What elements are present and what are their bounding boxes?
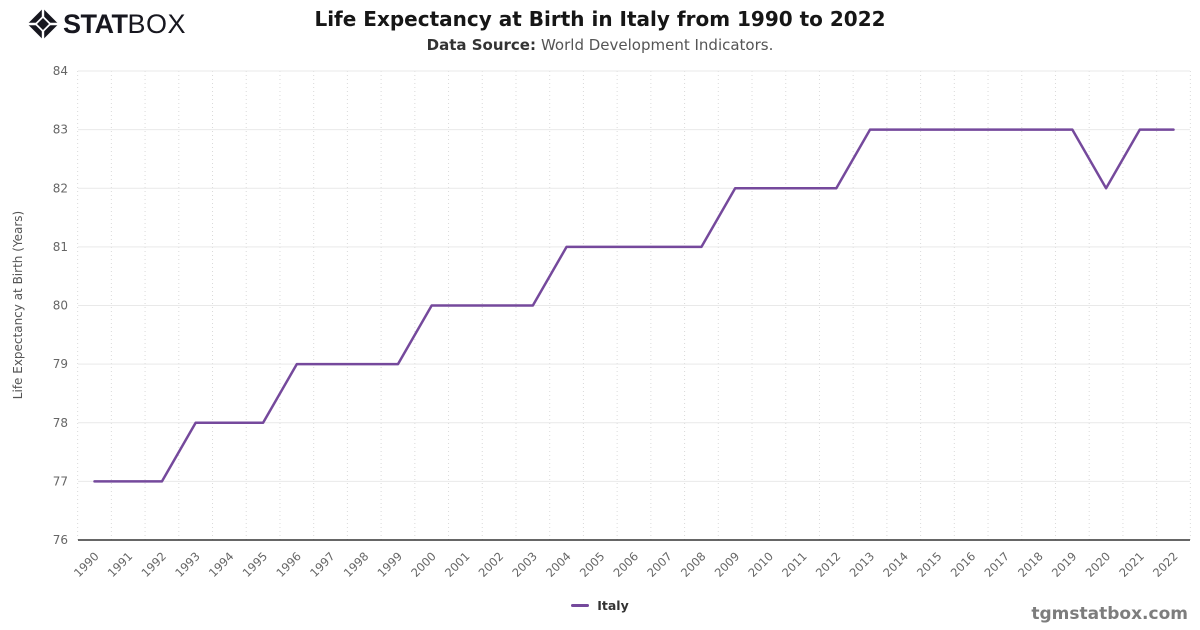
logo-text: STATBOX xyxy=(63,9,186,39)
y-tick-label: 78 xyxy=(53,416,68,430)
x-tick-label: 2003 xyxy=(509,549,540,580)
logo-text-box: BOX xyxy=(127,9,187,39)
x-tick-label: 2001 xyxy=(442,549,473,580)
watermark: tgmstatbox.com xyxy=(1031,604,1188,624)
legend-label: Italy xyxy=(597,598,629,613)
chart-subtitle: Data Source: World Development Indicators… xyxy=(200,36,1000,54)
x-tick-label: 1998 xyxy=(341,549,372,580)
x-tick-label: 2016 xyxy=(948,549,979,580)
x-tick-label: 2009 xyxy=(712,549,743,580)
y-tick-label: 77 xyxy=(53,474,68,488)
x-tick-label: 1992 xyxy=(138,549,169,580)
y-tick-label: 81 xyxy=(53,240,68,254)
x-tick-label: 1994 xyxy=(206,549,237,580)
x-tick-label: 2017 xyxy=(981,549,1012,580)
x-tick-label: 2022 xyxy=(1150,549,1181,580)
x-tick-label: 2019 xyxy=(1049,549,1080,580)
x-tick-label: 2010 xyxy=(745,549,776,580)
y-tick-label: 80 xyxy=(53,299,68,313)
x-tick-label: 2004 xyxy=(543,549,574,580)
statbox-diamond-icon xyxy=(28,9,58,39)
legend-line-swatch xyxy=(571,604,590,607)
horizontal-gridlines xyxy=(78,70,1190,541)
x-tick-label: 1995 xyxy=(240,549,271,580)
x-tick-label: 1991 xyxy=(105,549,136,580)
x-tick-label: 2011 xyxy=(779,549,810,580)
chart-title: Life Expectancy at Birth in Italy from 1… xyxy=(314,7,886,31)
x-tick-label: 2014 xyxy=(880,549,911,580)
series-lines xyxy=(93,128,1175,483)
x-tick-label: 2013 xyxy=(847,549,878,580)
y-axis-tick-labels: 76 77 78 79 80 81 82 83 84 xyxy=(53,64,68,547)
y-tick-label: 79 xyxy=(53,357,68,371)
statbox-logo: STATBOX xyxy=(28,9,186,39)
x-tick-label: 1999 xyxy=(374,549,405,580)
x-tick-label: 2000 xyxy=(408,549,439,580)
italy-line-series xyxy=(93,128,1175,483)
x-tick-label: 2018 xyxy=(1015,549,1046,580)
x-tick-label: 1997 xyxy=(307,549,338,580)
x-axis-tick-labels: 1990 1991 1992 1993 1994 1995 1996 1997 1998 1999… xyxy=(71,549,1181,580)
x-tick-label: 2020 xyxy=(1083,549,1114,580)
x-tick-label: 2005 xyxy=(577,549,608,580)
legend: Italy xyxy=(0,598,1200,613)
y-tick-label: 82 xyxy=(53,181,68,195)
logo-text-stat: STAT xyxy=(63,9,128,39)
data-source-text: World Development Indicators. xyxy=(540,36,774,54)
legend-item-italy[interactable]: Italy xyxy=(571,598,629,613)
x-tick-label: 2007 xyxy=(644,549,675,580)
x-tick-label: 2012 xyxy=(813,549,844,580)
y-axis-title: Life Expectancy at Birth (Years) xyxy=(11,211,25,399)
x-tick-label: 2008 xyxy=(678,549,709,580)
y-tick-label: 84 xyxy=(53,64,68,78)
x-tick-label: 2002 xyxy=(476,549,507,580)
y-tick-label: 83 xyxy=(53,123,68,137)
x-tick-label: 2006 xyxy=(611,549,642,580)
x-tick-label: 2015 xyxy=(914,549,945,580)
y-tick-label: 76 xyxy=(53,533,68,547)
data-source-label: Data Source: xyxy=(426,36,536,54)
x-tick-label: 1996 xyxy=(273,549,304,580)
x-tick-label: 2021 xyxy=(1116,549,1147,580)
x-tick-label: 1993 xyxy=(172,549,203,580)
x-tick-label: 1990 xyxy=(71,549,102,580)
